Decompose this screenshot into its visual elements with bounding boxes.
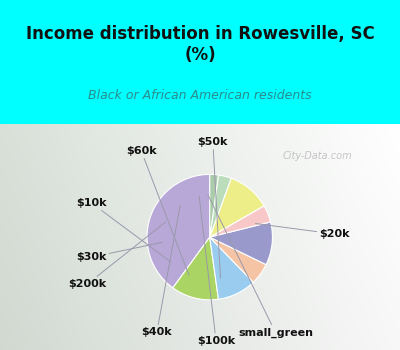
Wedge shape xyxy=(210,174,218,237)
Wedge shape xyxy=(210,237,253,299)
Text: $60k: $60k xyxy=(126,146,189,275)
Wedge shape xyxy=(210,222,272,265)
Wedge shape xyxy=(210,206,270,237)
Text: $40k: $40k xyxy=(142,205,180,337)
Text: City-Data.com: City-Data.com xyxy=(282,151,352,161)
Text: small_green: small_green xyxy=(208,195,313,337)
Text: Income distribution in Rowesville, SC
(%): Income distribution in Rowesville, SC (%… xyxy=(26,25,374,64)
Text: $20k: $20k xyxy=(256,224,350,239)
Text: Black or African American residents: Black or African American residents xyxy=(88,89,312,102)
Wedge shape xyxy=(173,237,218,300)
Text: $30k: $30k xyxy=(76,243,162,262)
Text: $50k: $50k xyxy=(198,137,228,278)
Text: $10k: $10k xyxy=(76,198,171,262)
Text: $100k: $100k xyxy=(197,196,235,345)
Wedge shape xyxy=(147,174,210,288)
Wedge shape xyxy=(210,178,264,237)
Wedge shape xyxy=(210,237,266,282)
Wedge shape xyxy=(210,175,231,237)
Text: $200k: $200k xyxy=(68,222,166,289)
